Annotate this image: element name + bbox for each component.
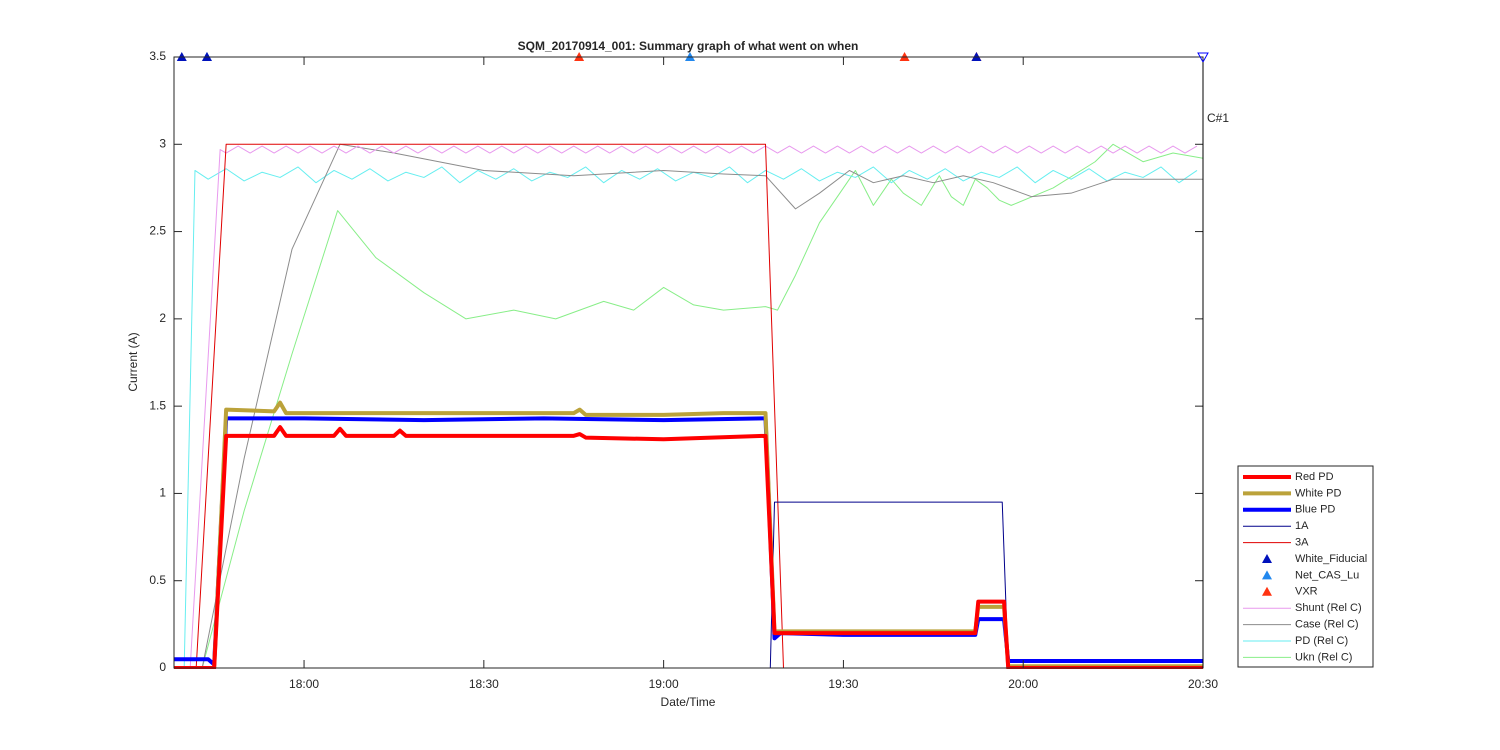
series-line [174,143,1204,669]
legend-label: White PD [1295,487,1342,499]
y-tick-label: 1.5 [149,398,166,412]
legend-box [1237,465,1374,668]
series-line [174,166,1198,669]
x-axis-label: Date/Time [661,695,716,709]
end-marker [1197,52,1209,64]
x-tick-label: 18:00 [289,677,319,691]
legend-label: 3A [1295,537,1309,549]
y-tick-label: 0.5 [149,573,166,587]
x-tick-label: 19:30 [828,677,858,691]
y-tick-label: 2 [159,311,166,325]
legend-label: Red PD [1295,471,1334,483]
series-line [174,143,1203,669]
annotation: C#1 [1207,111,1229,125]
chart-title: SQM_20170914_001: Summary graph of what … [518,39,859,53]
legend-marker [1262,570,1272,580]
x-tick-label: 19:00 [649,677,679,691]
legend-label: VXR [1295,586,1318,598]
legend-label: Blue PD [1295,504,1335,516]
y-tick-label: 3.5 [149,49,166,63]
legend-label: Shunt (Rel C) [1295,602,1362,614]
legend-label: PD (Rel C) [1295,635,1348,647]
series-line [174,145,1198,669]
legend-label: Net_CAS_Lu [1295,569,1359,581]
x-tick-label: 18:30 [469,677,499,691]
plot-area [174,57,1203,668]
legend-marker [1262,554,1272,563]
legend-label: 1A [1295,520,1309,532]
legend-label: Ukn (Rel C) [1295,651,1352,663]
y-tick-label: 2.5 [149,224,166,238]
legend-label: Case (Rel C) [1295,619,1359,631]
y-axis-label: Current (A) [126,332,140,391]
x-tick-label: 20:00 [1008,677,1038,691]
series-line [174,425,1203,669]
x-tick-label: 20:30 [1188,677,1218,691]
legend: Red PD White PD Blue PD 1A 3A White_Fiducial N… [1237,465,1374,668]
y-tick-label: 1 [159,486,166,500]
y-tick-label: 3 [159,136,166,150]
y-tick-label: 0 [159,660,166,674]
legend-marker [1262,586,1272,596]
axes-layer: 0 0.5 1 1.5 2 2.5 3 3.5 18:00 18:30 19:00 19:30 20:0… [149,49,1218,691]
legend-label: White_Fiducial [1295,553,1367,565]
